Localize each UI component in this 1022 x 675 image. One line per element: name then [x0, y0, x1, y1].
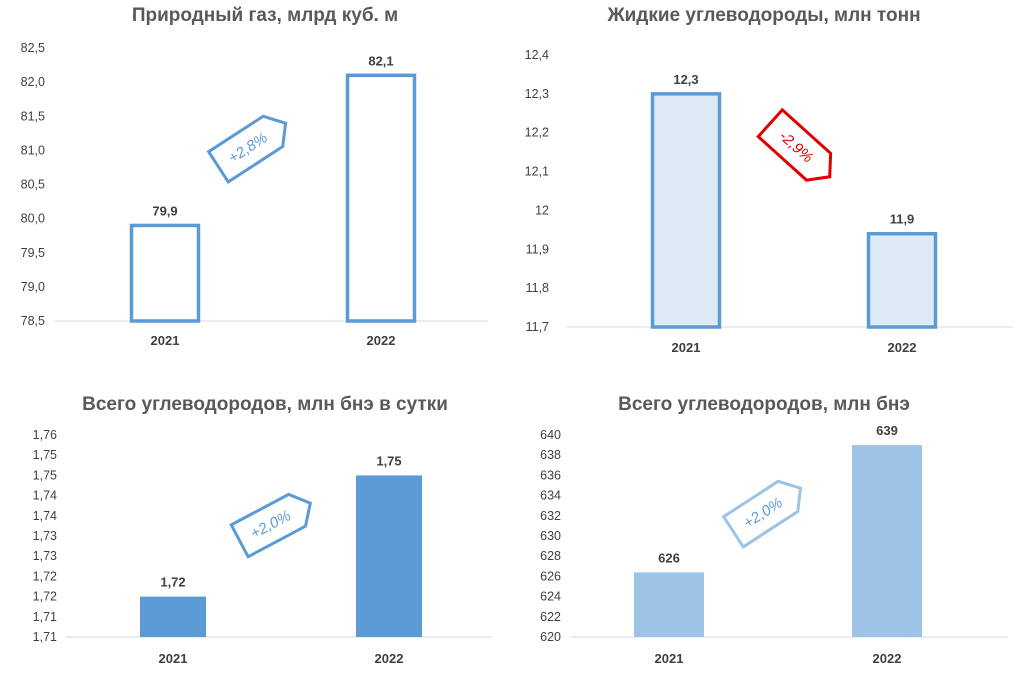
y-tick-label: 636 — [540, 468, 561, 482]
x-category-label: 2021 — [672, 340, 701, 355]
y-tick-label: 12,1 — [525, 165, 549, 179]
y-tick-label: 79,5 — [21, 246, 45, 260]
x-category-label: 2021 — [151, 333, 180, 348]
y-tick-label: 1,74 — [33, 489, 57, 503]
data-label: 11,9 — [890, 212, 915, 227]
y-tick-label: 81,0 — [21, 143, 45, 157]
data-label: 79,9 — [152, 203, 177, 218]
y-tick-label: 628 — [540, 549, 561, 563]
y-tick-label: 620 — [540, 630, 561, 644]
chart-natural-gas: Природный газ, млрд куб. м 78,5 79,0 79,5 8… — [0, 0, 511, 348]
y-tick-label: 1,75 — [33, 468, 57, 482]
x-category-label: 2021 — [655, 651, 684, 666]
y-tick-label: 1,73 — [33, 549, 57, 563]
y-tick-label: 1,76 — [33, 428, 57, 442]
y-tick-label: 634 — [540, 489, 561, 503]
chart-title: Жидкие углеводороды, млн тонн — [606, 5, 920, 26]
y-tick-label: 11,8 — [526, 281, 549, 295]
change-badge-arrow — [756, 107, 833, 182]
chart-total-per-day: Всего углеводородов, млн бнэ в сутки 1,7… — [0, 380, 511, 675]
y-tick-label: 1,75 — [33, 448, 57, 462]
chart-title: Природный газ, млрд куб. м — [132, 5, 398, 26]
data-label: 82,1 — [368, 53, 393, 68]
y-tick-label: 12,3 — [525, 87, 549, 101]
x-category-label: 2022 — [888, 340, 917, 355]
bar-2021 — [650, 92, 722, 329]
y-tick-label: 11,9 — [526, 242, 549, 256]
y-tick-label: 1,72 — [33, 569, 57, 583]
x-category-label: 2022 — [367, 333, 396, 348]
chart-title: Всего углеводородов, млн бнэ — [618, 394, 910, 415]
change-badge-arrow — [206, 114, 288, 184]
chart-total-svg: Всего углеводородов, млн бнэ 620 622 624 62… — [540, 394, 1008, 666]
y-tick-label: 80,5 — [21, 178, 45, 192]
bar-2022 — [345, 73, 417, 323]
y-tick-label: 12 — [535, 203, 549, 217]
x-category-label: 2022 — [375, 651, 404, 666]
chart-liquid-hydrocarbons: Жидкие углеводороды, млн тонн 11,7 11,8 11… — [511, 0, 1022, 355]
y-tick-label: 1,71 — [33, 610, 57, 624]
y-tick-label: 81,5 — [21, 109, 45, 123]
data-label: 12,3 — [673, 72, 698, 87]
bar-2021 — [634, 572, 704, 637]
x-category-label: 2021 — [159, 651, 188, 666]
change-badge-arrow — [229, 492, 313, 559]
y-tick-label: 624 — [540, 590, 561, 604]
y-tick-label: 78,5 — [21, 314, 45, 328]
chart-total: Всего углеводородов, млн бнэ 620 622 624 62… — [511, 380, 1022, 675]
y-tick-label: 1,72 — [33, 590, 57, 604]
y-tick-label: 82,5 — [21, 41, 45, 55]
y-tick-label: 1,71 — [33, 630, 57, 644]
data-label: 1,75 — [376, 453, 401, 468]
chart-natural-gas-svg: Природный газ, млрд куб. м 78,5 79,0 79,5 8… — [21, 5, 488, 348]
data-label: 626 — [658, 550, 680, 565]
chart-total-per-day-svg: Всего углеводородов, млн бнэ в сутки 1,7… — [33, 394, 492, 666]
y-tick-label: 630 — [540, 529, 561, 543]
chart-title: Всего углеводородов, млн бнэ в сутки — [82, 394, 448, 415]
bar-2022 — [356, 475, 422, 637]
y-tick-label: 82,0 — [21, 75, 45, 89]
chart-liquid-hydrocarbons-svg: Жидкие углеводороды, млн тонн 11,7 11,8 11… — [525, 5, 1013, 355]
y-tick-label: 640 — [540, 428, 561, 442]
change-badge: +2,8% — [206, 114, 288, 184]
y-tick-label: 79,0 — [21, 280, 45, 294]
y-tick-label: 12,4 — [525, 48, 549, 62]
data-label: 639 — [876, 423, 898, 438]
y-tick-label: 12,2 — [525, 126, 549, 140]
y-tick-label: 632 — [540, 509, 561, 523]
change-badge-arrow — [721, 479, 803, 549]
bar-2021 — [129, 223, 201, 323]
bar-2022 — [866, 231, 938, 329]
y-tick-label: 638 — [540, 448, 561, 462]
y-tick-label: 622 — [540, 610, 561, 624]
y-tick-label: 1,74 — [33, 509, 57, 523]
x-category-label: 2022 — [873, 651, 902, 666]
y-tick-label: 626 — [540, 569, 561, 583]
y-tick-label: 11,7 — [526, 320, 549, 334]
bar-2022 — [852, 445, 922, 637]
bar-2021 — [140, 596, 206, 637]
y-tick-label: 80,0 — [21, 212, 45, 226]
y-tick-label: 1,73 — [33, 529, 57, 543]
change-badge: +2,0% — [229, 492, 313, 559]
change-badge: -2,9% — [756, 107, 833, 182]
data-label: 1,72 — [160, 575, 185, 590]
change-badge: +2,0% — [721, 479, 803, 549]
